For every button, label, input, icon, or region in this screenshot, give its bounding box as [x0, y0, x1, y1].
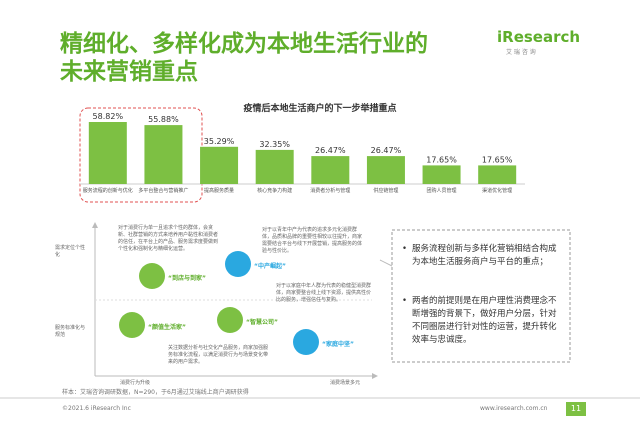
segment-note: 对于消费行为单一且追求个性的群体，会贪新、社群营销的方式来培养用户黏性和消费者的… — [118, 225, 219, 252]
bar — [366, 156, 405, 184]
x-tick-label: 多平台整合与营销推广 — [138, 187, 188, 194]
segment-label: “中产崛起” — [254, 263, 286, 270]
bar — [311, 156, 350, 184]
value-label: 58.82% — [93, 112, 124, 121]
bar — [88, 122, 127, 184]
segment-note: 对于以家庭中年人群为代表的稳健型消费群体，商家要整合线上线下资源，提供高性价比的… — [276, 283, 372, 303]
value-label: 35.29% — [204, 137, 235, 146]
segment-label: “智慧公司” — [246, 319, 278, 326]
x-tick-label: 供应链管理 — [373, 187, 398, 194]
value-label: 26.47% — [371, 146, 402, 155]
x-label: 消费行为升级 — [120, 380, 151, 386]
value-label: 32.35% — [259, 140, 290, 149]
segment-note: 关注数据分析与社交化产品服务，商家加强服务标准化流程，以满足消费行为与场景变化带… — [168, 345, 269, 365]
summary-point: • 两者的前提则是在用户理性消费理念不断增强的背景下，做好用户分层，针对不同圈层进… — [402, 296, 557, 345]
y-label: 需求定位个性化 — [55, 245, 86, 258]
arrow — [372, 373, 378, 379]
segment-label: “家庭中坚” — [322, 341, 354, 348]
x-tick-label: 消费者分析与管理 — [310, 187, 350, 194]
bar — [255, 149, 294, 184]
bar — [422, 165, 461, 184]
x-tick-label: 提高服务质量 — [204, 187, 234, 194]
copyright: ©2021.6 iResearch Inc — [62, 405, 131, 412]
x-tick-label: 渠道优化管理 — [482, 187, 512, 194]
value-label: 17.65% — [482, 155, 513, 164]
summary-point: • 服务流程创新与多样化营销相结合构成为本地生活服务商户与平台的重点； — [402, 244, 557, 267]
connector — [379, 259, 393, 267]
chart-title: 疫情后本地生活商户的下一步举措重点 — [243, 104, 397, 114]
icon — [293, 329, 319, 355]
summary-text: 两者的前提则是在用户理性消费理念不断增强的背景下，做好用户分层，针对不同圈层进行… — [412, 296, 557, 345]
title: 未来营销重点 — [60, 59, 198, 85]
segment-note: 对于以青年中产为代表的追求多元化消费群体，品质和品牌的重要性相较以往提升，商家需… — [262, 227, 363, 254]
icon — [217, 307, 243, 333]
segment-label: “到店与到家” — [168, 275, 206, 282]
value-label: 17.65% — [426, 155, 457, 164]
url: www.iresearch.com.cn — [480, 405, 548, 412]
icon — [225, 251, 251, 277]
arrow — [92, 222, 98, 228]
x-tick-label: 核心竞争力构建 — [257, 187, 292, 194]
x-tick-label: 团购人员管理 — [427, 187, 457, 194]
page-badge — [566, 402, 586, 416]
bar — [144, 125, 183, 184]
bar — [478, 165, 517, 184]
logo: iResearch — [497, 28, 581, 46]
source: 样本：艾瑞咨询调研数据，N=290，于6月通过艾瑞线上商户调研获得 — [62, 389, 249, 396]
page-number: 11 — [570, 404, 582, 413]
icon — [119, 312, 145, 338]
x-tick-label: 服务流程的创新与优化 — [83, 187, 133, 194]
y-label: 服务标准化与规范 — [55, 325, 86, 338]
title: 精细化、多样化成为本地生活行业的 — [60, 31, 428, 57]
bar — [200, 146, 239, 184]
summary-text: 服务流程创新与多样化营销相结合构成为本地生活服务商户与平台的重点； — [412, 244, 557, 267]
icon — [139, 263, 165, 289]
value-label: 55.88% — [148, 115, 179, 124]
value-label: 26.47% — [315, 146, 346, 155]
logo-sub: 艾 瑞 咨 询 — [506, 49, 536, 56]
x-label: 消费场景多元 — [330, 380, 361, 386]
segment-label: “颜值生活家” — [148, 324, 186, 331]
